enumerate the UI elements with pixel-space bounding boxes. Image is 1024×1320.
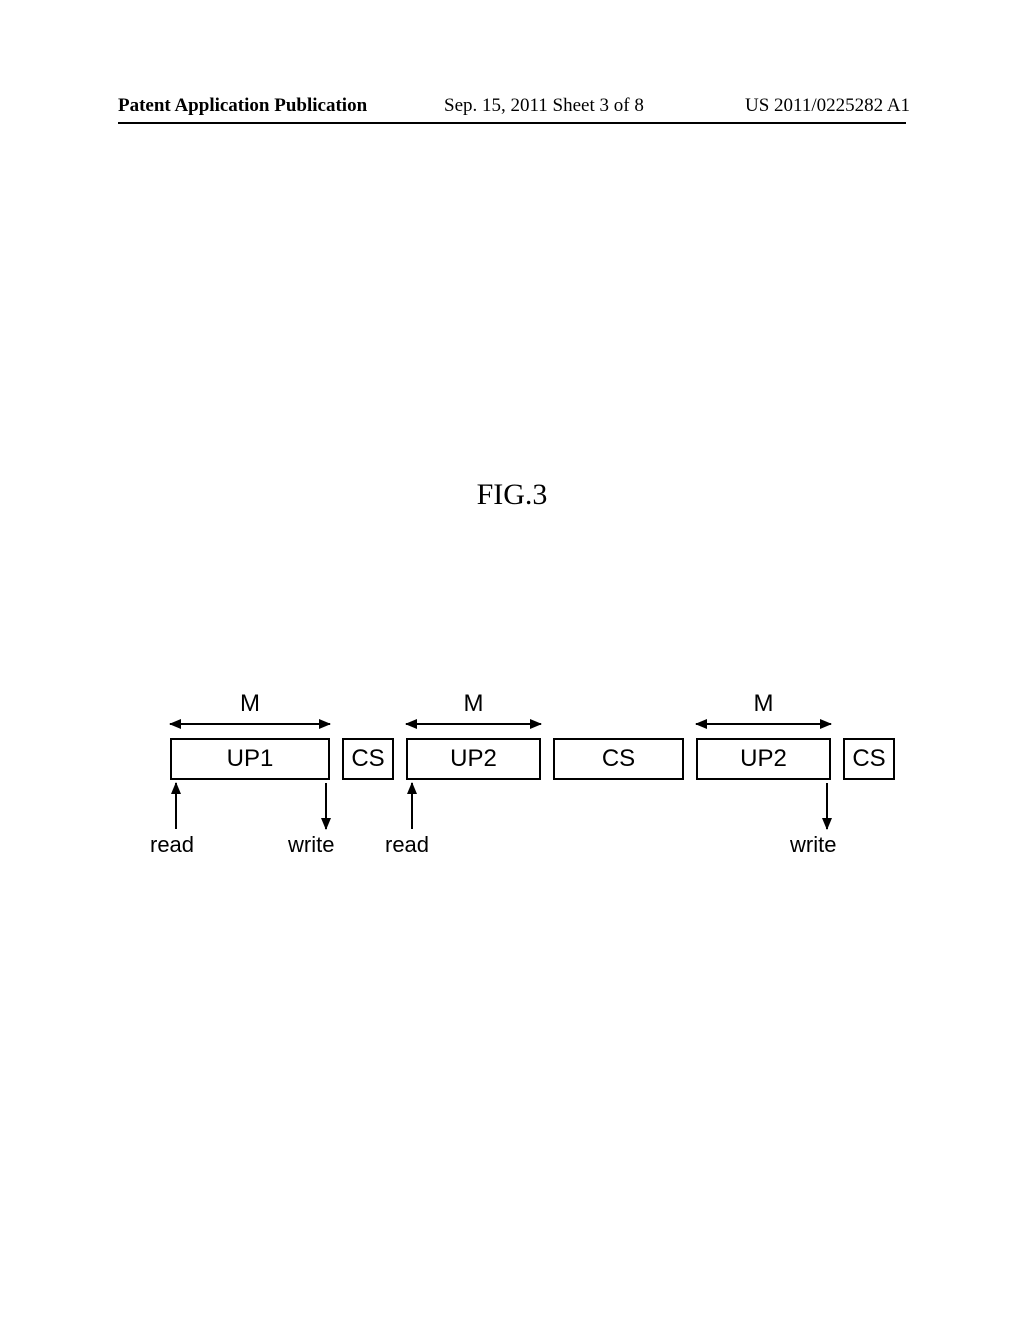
rw-label-read: read [385,832,429,858]
header-rule [118,122,906,124]
box-up2: UP2 [406,738,541,780]
box-label: CS [602,745,635,773]
header-center: Sep. 15, 2011 Sheet 3 of 8 [444,95,644,117]
arrow-down-icon [325,783,327,829]
diagram: M M M UP1 CS UP2 CS UP2 CS read write re… [170,690,870,940]
rw-label-write: write [288,832,334,858]
dim-arrow-icon [696,723,831,725]
box-label: UP2 [450,745,497,773]
box-label: UP2 [740,745,787,773]
arrow-down-icon [826,783,828,829]
header-right: US 2011/0225282 A1 [745,95,910,117]
arrow-up-icon [411,783,413,829]
box-label: CS [351,745,384,773]
rw-label-write: write [790,832,836,858]
box-cs: CS [342,738,394,780]
dim-label: M [170,690,330,718]
dim-arrow-icon [406,723,541,725]
page-header: Patent Application Publication Sep. 15, … [0,95,1024,125]
rw-label-read: read [150,832,194,858]
box-up1: UP1 [170,738,330,780]
dim-arrow-icon [170,723,330,725]
figure-title: FIG.3 [0,478,1024,512]
box-cs: CS [843,738,895,780]
dim-1: M [406,690,541,720]
box-cs: CS [553,738,684,780]
dim-label: M [406,690,541,718]
dim-label: M [696,690,831,718]
dim-0: M [170,690,330,720]
box-label: CS [852,745,885,773]
header-left: Patent Application Publication [118,95,367,117]
dim-2: M [696,690,831,720]
box-up2: UP2 [696,738,831,780]
arrow-up-icon [175,783,177,829]
box-label: UP1 [227,745,274,773]
